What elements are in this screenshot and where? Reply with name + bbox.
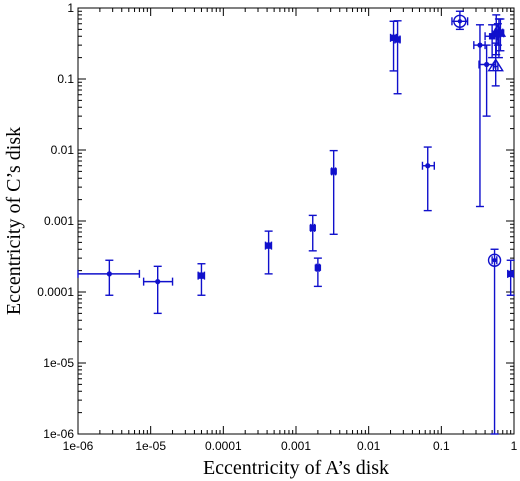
- data-point: [487, 42, 504, 87]
- data-point: [489, 23, 507, 46]
- axis-ticks: [77, 7, 515, 435]
- x-axis-title: Eccentricity of A’s disk: [203, 457, 389, 479]
- square-marker: [314, 264, 322, 271]
- circle-marker: [155, 279, 161, 285]
- square-marker: [309, 224, 316, 232]
- y-axis-title: Eccentricity of C’s disk: [3, 127, 25, 315]
- square-marker: [198, 272, 205, 279]
- data-point: [77, 259, 141, 296]
- open-circle-center: [457, 19, 463, 24]
- data-point: [393, 20, 402, 95]
- data-point: [264, 230, 273, 275]
- open-circle-marker: [453, 14, 467, 28]
- circle-marker: [106, 271, 112, 277]
- data-point: [389, 20, 398, 72]
- circle-marker: [477, 42, 483, 48]
- y-tick-label: 1e-05: [43, 356, 74, 370]
- x-tick-label: 0.1: [433, 439, 450, 453]
- square-marker: [265, 242, 272, 249]
- y-tick-label: 0.01: [51, 143, 75, 157]
- data-point: [313, 257, 322, 288]
- data-point: [308, 214, 317, 252]
- square-marker: [507, 270, 514, 278]
- data-point: [421, 146, 435, 212]
- x-tick-label: 0.001: [281, 439, 311, 453]
- square-marker: [394, 36, 401, 43]
- open-circle-marker: [487, 253, 502, 267]
- y-tick-label: 1: [67, 1, 74, 15]
- y-tick-label: 0.0001: [37, 285, 74, 299]
- circle-marker: [484, 61, 490, 68]
- y-tick-label: 0.001: [44, 214, 74, 228]
- plot-frame: [77, 7, 515, 435]
- x-tick-label: 0.0001: [205, 439, 242, 453]
- data-point: [487, 248, 502, 435]
- square-marker: [330, 168, 337, 175]
- data-point: [329, 149, 338, 235]
- data-points: [77, 10, 515, 435]
- x-tick-label: 1e-05: [135, 439, 166, 453]
- x-tick-label: 1e-06: [63, 439, 94, 453]
- x-tick-label: 1: [511, 439, 518, 453]
- open-triangle-marker: [489, 23, 507, 37]
- y-tick-labels: 1e-06 1e-05 0.0001 0.001 0.01 0.1 1: [37, 1, 74, 441]
- y-tick-label: 1e-06: [43, 427, 74, 441]
- data-point: [142, 265, 174, 315]
- data-point: [197, 263, 206, 296]
- open-circle-center: [492, 258, 497, 263]
- square-marker: [390, 34, 397, 42]
- data-point: [506, 259, 515, 296]
- x-tick-label: 0.01: [357, 439, 381, 453]
- circle-marker: [425, 163, 431, 169]
- open-triangle-marker: [487, 58, 504, 72]
- y-tick-label: 0.1: [57, 72, 74, 86]
- x-tick-labels: 1e-06 1e-05 0.0001 0.001 0.01 0.1 1: [63, 439, 518, 453]
- data-point: [451, 10, 469, 31]
